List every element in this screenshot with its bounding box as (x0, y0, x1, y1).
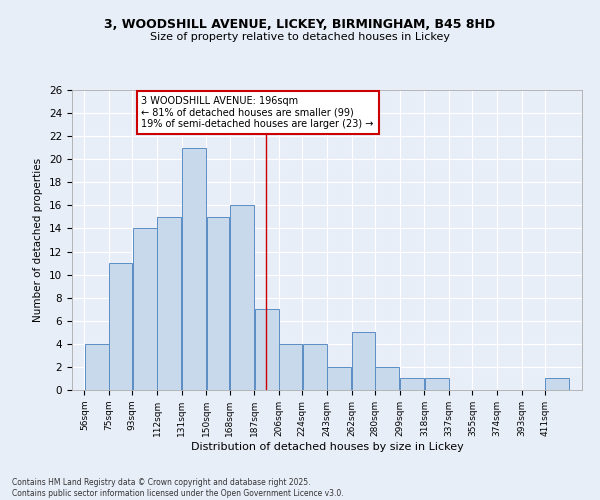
Bar (425, 378, 449, 390)
Bar (206, 217, 229, 390)
Bar (375, 367, 400, 390)
Y-axis label: Number of detached properties: Number of detached properties (34, 158, 43, 322)
Bar (157, 217, 181, 390)
Text: 3, WOODSHILL AVENUE, LICKEY, BIRMINGHAM, B45 8HD: 3, WOODSHILL AVENUE, LICKEY, BIRMINGHAM,… (104, 18, 496, 30)
Bar (327, 367, 352, 390)
Bar (279, 344, 302, 390)
Bar (109, 263, 132, 390)
Bar (352, 332, 375, 390)
Bar (545, 378, 569, 390)
Bar (302, 344, 327, 390)
Bar (400, 378, 424, 390)
X-axis label: Distribution of detached houses by size in Lickey: Distribution of detached houses by size … (191, 442, 463, 452)
Text: Size of property relative to detached houses in Lickey: Size of property relative to detached ho… (150, 32, 450, 42)
Bar (182, 148, 206, 390)
Bar (85, 344, 109, 390)
Text: Contains HM Land Registry data © Crown copyright and database right 2025.
Contai: Contains HM Land Registry data © Crown c… (12, 478, 344, 498)
Bar (230, 206, 254, 390)
Bar (133, 228, 157, 390)
Text: 3 WOODSHILL AVENUE: 196sqm
← 81% of detached houses are smaller (99)
19% of semi: 3 WOODSHILL AVENUE: 196sqm ← 81% of deta… (142, 96, 374, 129)
Bar (254, 309, 279, 390)
